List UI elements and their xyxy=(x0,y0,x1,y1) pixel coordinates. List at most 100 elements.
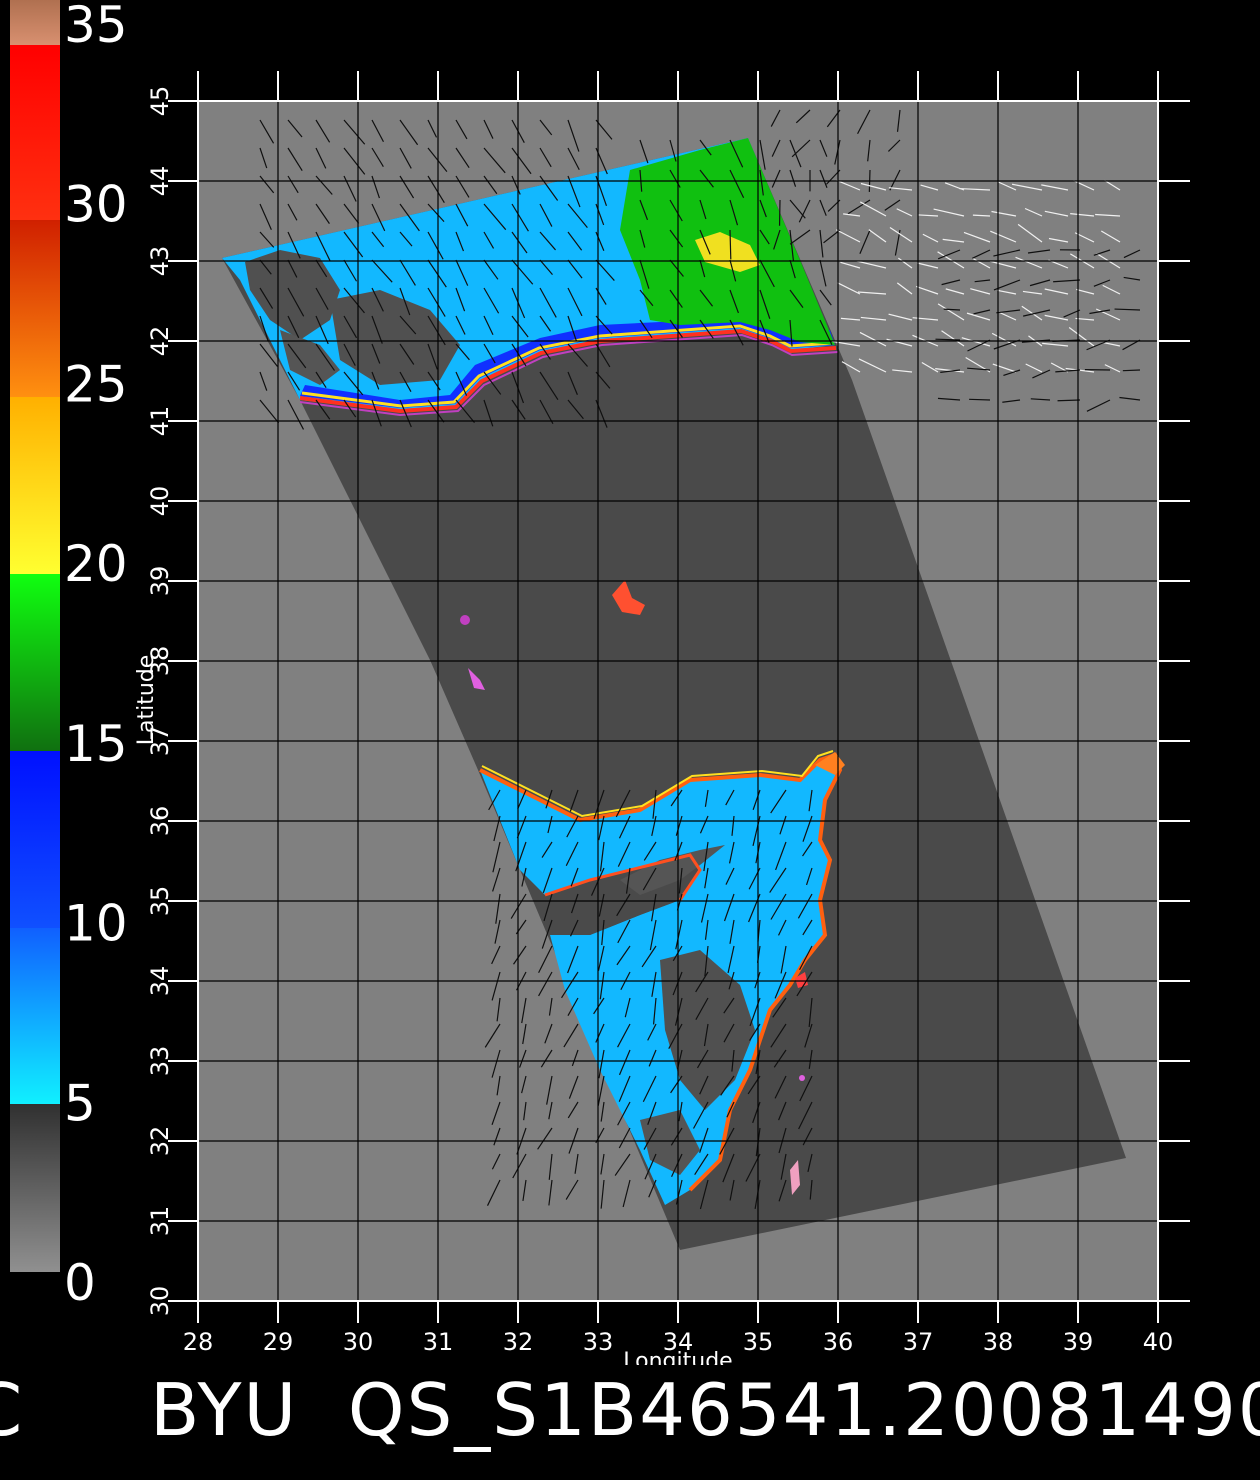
wind-vector xyxy=(674,997,683,1026)
wind-vector xyxy=(511,315,529,338)
wind-vector xyxy=(843,213,861,217)
wind-vector xyxy=(537,1127,553,1150)
wind-vector xyxy=(427,343,438,370)
wind-vector xyxy=(1073,180,1095,191)
wind-vector xyxy=(598,893,605,917)
wind-vector xyxy=(493,815,501,842)
wind-vector xyxy=(858,358,887,373)
wind-vector xyxy=(769,867,787,893)
wind-vector xyxy=(539,203,553,227)
y-tick-label: 44 xyxy=(146,166,174,197)
wind-vector xyxy=(371,203,386,232)
colorbar-seg-orange xyxy=(10,220,60,397)
wind-vector xyxy=(777,919,787,936)
colorbar-label: 15 xyxy=(64,715,128,773)
x-tick-label: 35 xyxy=(743,1328,774,1356)
wind-vector xyxy=(669,199,683,222)
wind-vector xyxy=(639,319,653,339)
wind-vector xyxy=(343,203,360,224)
colorbar-seg-gray xyxy=(10,1104,60,1272)
wind-vector xyxy=(888,313,913,321)
wind-vector xyxy=(483,315,494,336)
wind-vector xyxy=(704,919,709,940)
wind-vector xyxy=(343,343,356,366)
wind-vector xyxy=(990,230,1017,243)
wind-vector xyxy=(315,343,335,371)
colorbar-seg-top xyxy=(10,0,60,45)
wind-vector xyxy=(729,199,739,226)
x-tick-label: 36 xyxy=(823,1328,854,1356)
wind-vector xyxy=(491,945,501,965)
wind-vectors xyxy=(259,109,1141,1210)
wind-vector xyxy=(802,841,813,857)
grid-lines xyxy=(198,101,1158,1301)
wind-vector xyxy=(544,1023,553,1044)
wind-vector xyxy=(455,119,468,140)
wind-vector xyxy=(624,997,631,1018)
wind-vector xyxy=(997,181,1017,191)
wind-vector xyxy=(729,259,737,282)
wind-vector xyxy=(650,893,657,922)
y-tick-label: 45 xyxy=(146,86,174,117)
wind-vector xyxy=(371,175,380,199)
wind-vector xyxy=(798,199,811,223)
y-tick-label: 33 xyxy=(146,1046,174,1077)
wind-vector xyxy=(699,1075,709,1095)
wind-vector xyxy=(647,1023,657,1041)
wind-vector xyxy=(918,214,939,217)
colorbar-seg-yellow xyxy=(10,397,60,574)
wind-vector xyxy=(600,1153,605,1175)
wind-vector xyxy=(728,841,735,864)
wind-vector xyxy=(618,1127,631,1149)
wind-vector xyxy=(1095,308,1121,321)
y-tick-label: 36 xyxy=(146,806,174,837)
wind-vector xyxy=(259,231,275,248)
wind-vector xyxy=(622,1179,631,1208)
wind-vector xyxy=(920,184,939,191)
wind-vector xyxy=(511,147,532,175)
wind-vector xyxy=(315,119,331,143)
wind-vector xyxy=(399,119,419,146)
wind-vector xyxy=(541,841,553,858)
wind-vector xyxy=(921,361,939,373)
wind-vector xyxy=(819,289,832,306)
wind-vector xyxy=(669,229,684,248)
wind-vector xyxy=(973,309,991,315)
y-tick-label: 40 xyxy=(146,486,174,517)
wind-vector xyxy=(699,259,706,278)
wind-vector xyxy=(892,369,913,373)
wind-vector xyxy=(649,919,657,951)
wind-vector xyxy=(912,317,939,321)
wind-vector xyxy=(625,867,631,894)
wind-vector xyxy=(888,187,913,191)
wind-vector xyxy=(780,945,787,974)
wind-vector xyxy=(859,229,871,255)
wind-vector xyxy=(639,199,649,221)
wind-vector xyxy=(791,139,811,158)
wind-vector xyxy=(1055,369,1081,373)
wind-vector xyxy=(343,287,365,314)
wind-vector xyxy=(371,315,383,344)
colorbar-seg-cyan xyxy=(10,928,60,1104)
wind-vector xyxy=(940,369,961,373)
wind-vector xyxy=(789,289,804,308)
wind-vector xyxy=(617,919,631,944)
wind-vector xyxy=(857,109,871,135)
wind-vector xyxy=(725,867,735,885)
wind-vector xyxy=(259,343,278,367)
wind-vector xyxy=(567,119,580,152)
wind-vector xyxy=(807,1153,813,1173)
wind-vector xyxy=(287,203,298,221)
footer-edge-glyph: C xyxy=(0,1365,22,1455)
footer-caption: C BYU QS_S1B46541.20081490 xyxy=(0,1365,1260,1465)
wind-vector xyxy=(483,119,494,139)
wind-vector xyxy=(639,139,649,164)
wind-vector xyxy=(1021,305,1043,321)
wind-vector xyxy=(723,1023,735,1043)
wind-vector xyxy=(804,1023,813,1048)
wind-vector xyxy=(859,201,887,217)
wind-vector xyxy=(795,109,811,124)
x-tick-label: 32 xyxy=(503,1328,534,1356)
wind-vector xyxy=(969,398,991,401)
black-sea-calm-patch-south xyxy=(280,330,340,385)
